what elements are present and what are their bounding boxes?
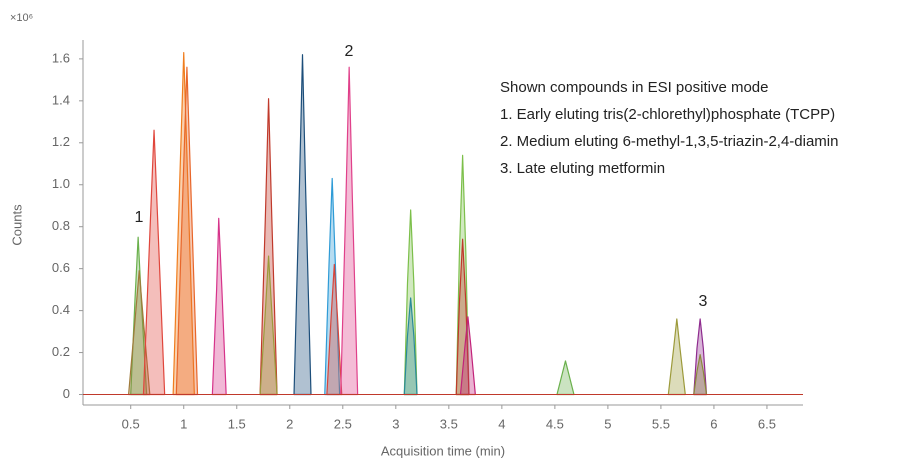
note: Shown compounds in ESI positive mode [500,79,768,96]
x-tick-label: 3 [392,416,399,431]
y-tick-label: 1.2 [52,134,70,149]
peak-annotation: 2 [345,43,354,60]
y-tick-label: 0.4 [52,302,70,317]
y-tick-label: 0.2 [52,344,70,359]
peak-area [142,129,166,396]
x-tick-label: 4 [498,416,505,431]
y-tick-label: 1.0 [52,176,70,191]
peak-area [340,66,359,396]
x-tick-label: 4.5 [546,416,564,431]
x-tick-label: 1.5 [228,416,246,431]
peak-annotation: 3 [699,293,708,310]
note: 2. Medium eluting 6-methyl-1,3,5-triazin… [500,133,838,150]
x-tick-label: 2 [286,416,293,431]
y-tick-label: 1.4 [52,92,70,107]
x-tick-label: 6 [710,416,717,431]
peak-area [211,217,227,396]
x-tick-label: 1 [180,416,187,431]
peak-annotation: 1 [135,209,144,226]
note: 3. Late eluting metformin [500,160,665,177]
y-multiplier: ×10⁶ [10,12,33,24]
y-axis-title: Counts [9,204,24,246]
y-tick-label: 0.6 [52,260,70,275]
peak-area [556,360,575,396]
x-tick-label: 6.5 [758,416,776,431]
x-tick-label: 5.5 [652,416,670,431]
note: 1. Early eluting tris(2-chlorethyl)phosp… [500,106,835,123]
x-tick-label: 3.5 [440,416,458,431]
y-tick-label: 0.8 [52,218,70,233]
x-axis-title: Acquisition time (min) [381,443,505,458]
peak-area [667,318,686,396]
x-tick-label: 2.5 [334,416,352,431]
peak-area [293,54,312,396]
y-tick-label: 0 [63,386,70,401]
x-tick-label: 0.5 [122,416,140,431]
y-tick-label: 1.6 [52,50,70,65]
x-tick-label: 5 [604,416,611,431]
